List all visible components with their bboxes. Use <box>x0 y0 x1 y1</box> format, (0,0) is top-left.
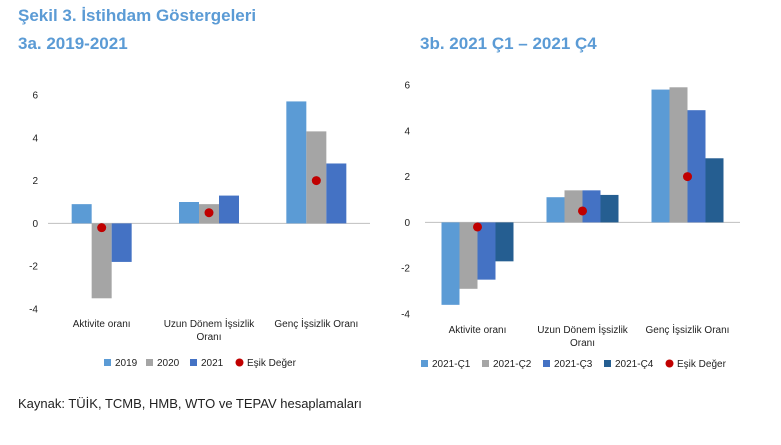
chart-b-threshold-marker <box>473 222 482 232</box>
chart-b-bar <box>687 110 706 223</box>
chart-b-bar <box>459 222 478 289</box>
chart-b-legend-label: 2021-Ç1 <box>432 359 471 370</box>
chart-b-legend-label: 2021-Ç4 <box>615 359 654 370</box>
chart-a-y-tick-label: -2 <box>29 262 38 273</box>
chart-a-legend-swatch <box>146 359 153 366</box>
chart-b-bar <box>477 222 496 280</box>
figure-title: Şekil 3. İstihdam Göstergeleri <box>18 6 257 25</box>
chart-b-bar <box>582 190 601 223</box>
chart-a-threshold-marker <box>204 208 214 218</box>
chart-b-bar <box>564 190 583 223</box>
chart-b-legend-swatch <box>543 360 550 367</box>
chart-a-legend-label: 2019 <box>115 358 138 369</box>
chart-b-legend-label: 2021-Ç2 <box>493 359 532 370</box>
source-note: Kaynak: TÜİK, TCMB, HMB, WTO ve TEPAV he… <box>18 396 362 411</box>
chart-b-y-tick-label: -2 <box>401 264 410 275</box>
chart-b-bar <box>705 158 724 223</box>
chart-b-y-tick-label: 4 <box>404 126 410 137</box>
chart-b-threshold-marker <box>578 206 587 216</box>
chart-a-threshold-marker <box>311 176 321 186</box>
chart-b-category-label: Genç İşsizlik Oranı <box>646 323 730 336</box>
chart-a-bar <box>286 101 307 224</box>
chart-b-y-tick-label: 2 <box>404 172 410 183</box>
chart-b-bar <box>495 222 514 262</box>
chart-b-y-tick-label: 0 <box>404 218 410 229</box>
chart-a-legend-swatch <box>104 359 111 366</box>
chart-a-legend-label: 2021 <box>201 358 224 369</box>
chart-a-category-label: Aktivite oranı <box>73 319 131 330</box>
chart-a-legend-label: Eşik Değer <box>247 358 297 369</box>
chart-a-bar <box>179 202 199 224</box>
chart-a-y-tick-label: 0 <box>32 219 38 230</box>
chart-a-bar <box>326 163 347 224</box>
chart-b-category-label: Uzun Dönem İşsizlik <box>537 323 629 336</box>
chart-b-bar <box>546 197 565 223</box>
chart-b-category-label: Oranı <box>570 338 595 349</box>
chart-a-y-tick-label: 6 <box>32 91 38 102</box>
chart-b-y-tick-label: 6 <box>404 81 410 92</box>
chart-b-category-label: Aktivite oranı <box>449 325 507 336</box>
chart-a-y-tick-label: 2 <box>32 176 38 187</box>
chart-a-legend-label: 2020 <box>157 358 180 369</box>
chart-a-y-tick-label: -4 <box>29 305 38 316</box>
chart-b-legend-label: 2021-Ç3 <box>554 359 593 370</box>
chart-b-bar <box>669 87 688 223</box>
chart-a-category-label: Genç İşsizlik Oranı <box>274 317 358 330</box>
chart-b-threshold-marker <box>683 172 692 182</box>
chart-b-legend-swatch <box>604 360 611 367</box>
chart-a-category-label: Uzun Dönem İşsizlik <box>164 317 256 330</box>
chart-b-title: 3b. 2021 Ç1 – 2021 Ç4 <box>420 34 597 53</box>
chart-b-bar <box>651 89 670 223</box>
chart-a-category-label: Oranı <box>196 332 221 343</box>
chart-a-bar <box>91 223 112 299</box>
chart-a-bar <box>219 195 239 224</box>
chart-a-title: 3a. 2019-2021 <box>18 34 128 53</box>
chart-a-threshold-marker <box>97 223 107 233</box>
chart-a-y-tick-label: 4 <box>32 133 38 144</box>
chart-b-legend-swatch <box>482 360 489 367</box>
chart-b-legend-swatch <box>421 360 428 367</box>
chart-b-legend-label: Eşik Değer <box>677 359 727 370</box>
chart-a-bar <box>111 223 132 262</box>
chart-b-y-tick-label: -4 <box>401 310 410 321</box>
chart-b-bar <box>441 222 460 305</box>
chart-a-legend-swatch <box>190 359 197 366</box>
chart-a-bar <box>71 204 92 224</box>
chart-b-legend-swatch <box>665 359 674 368</box>
chart-b-bar <box>600 194 619 223</box>
chart-a-legend-swatch <box>235 358 244 367</box>
